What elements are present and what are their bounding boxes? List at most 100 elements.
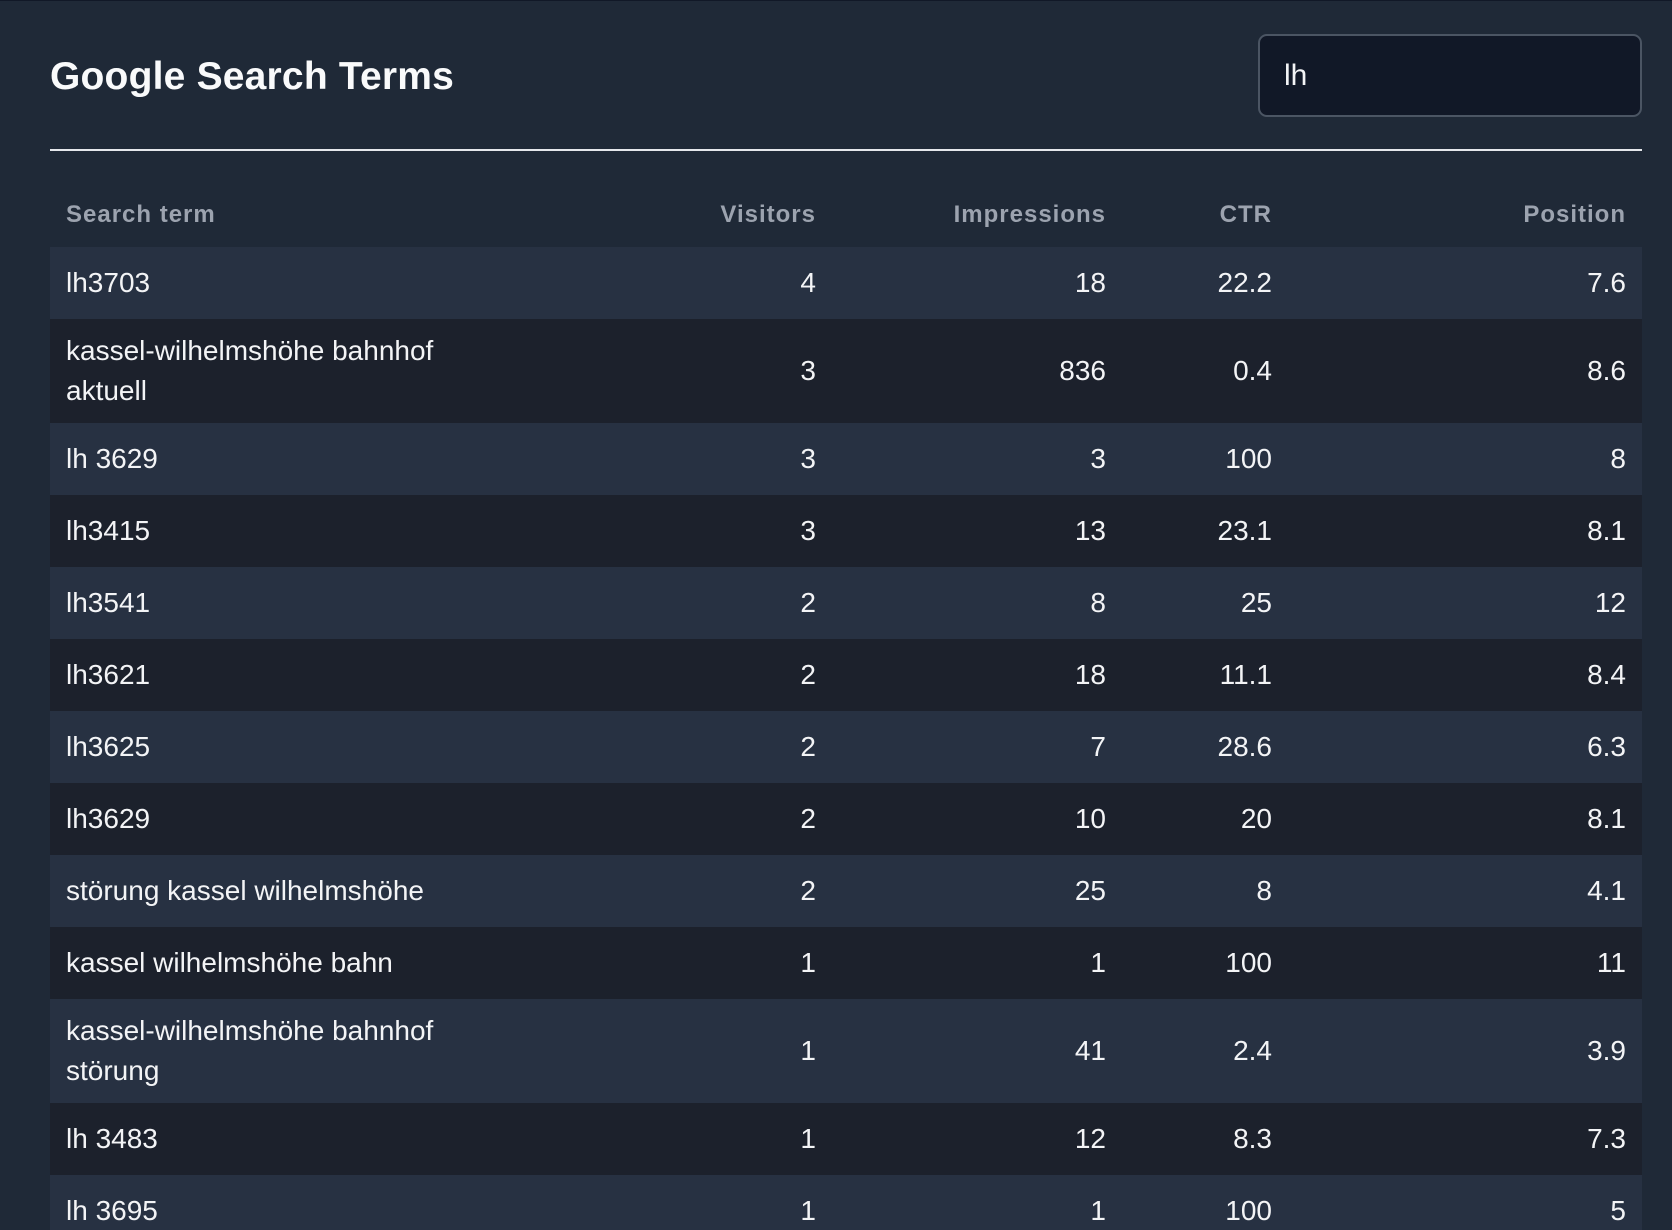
search-term-text: lh3625 xyxy=(66,731,151,762)
cell-position: 12 xyxy=(1594,587,1626,618)
cell-search-term: lh3629 xyxy=(50,783,570,855)
cell-ctr: 100 xyxy=(1225,1195,1272,1226)
search-input[interactable] xyxy=(1258,34,1642,117)
cell-visitors: 4 xyxy=(800,267,816,298)
cell-position: 11 xyxy=(1596,947,1626,978)
cell-impressions: 1 xyxy=(1090,947,1106,978)
cell-ctr: 100 xyxy=(1225,443,1272,474)
cell-ctr: 2.4 xyxy=(1233,1035,1272,1066)
cell-visitors: 2 xyxy=(800,587,816,618)
cell-position: 8.1 xyxy=(1587,515,1626,546)
table-row[interactable]: lh 3629 3 3 100 8 xyxy=(50,423,1642,495)
cell-impressions: 836 xyxy=(1059,355,1106,386)
cell-position: 7.3 xyxy=(1587,1123,1626,1154)
cell-visitors: 1 xyxy=(800,1123,816,1154)
search-term-text: lh3621 xyxy=(66,659,151,690)
cell-visitors: 3 xyxy=(800,355,816,386)
cell-ctr: 11.1 xyxy=(1219,659,1272,690)
table-row[interactable]: lh3629 2 10 20 8.1 xyxy=(50,783,1642,855)
cell-search-term: lh3621 xyxy=(50,639,570,711)
table-row[interactable]: lh3703 4 18 22.2 7.6 xyxy=(50,247,1642,319)
cell-impressions: 7 xyxy=(1090,731,1106,762)
cell-impressions: 18 xyxy=(1074,267,1106,298)
table-row[interactable]: lh3541 2 8 25 12 xyxy=(50,567,1642,639)
cell-position: 4.1 xyxy=(1587,875,1626,906)
cell-impressions: 12 xyxy=(1074,1123,1106,1154)
cell-position: 8.4 xyxy=(1587,659,1626,690)
search-terms-table: Search term Visitors Impressions CTR Pos… xyxy=(50,183,1642,1230)
column-header-impressions[interactable]: Impressions xyxy=(953,201,1106,228)
cell-position: 8 xyxy=(1610,443,1626,474)
table-row[interactable]: lh 3695 1 1 100 5 xyxy=(50,1175,1642,1230)
cell-search-term: lh 3695 xyxy=(50,1175,570,1230)
cell-position: 3.9 xyxy=(1587,1035,1626,1066)
table-row[interactable]: kassel wilhelmshöhe bahn 1 1 100 11 xyxy=(50,927,1642,999)
search-term-text: lh3629 xyxy=(66,803,151,834)
search-term-text: lh3541 xyxy=(66,587,151,618)
page-title: Google Search Terms xyxy=(50,55,455,98)
search-term-text: kassel-wilhelmshöhe bahnhof störung xyxy=(66,1015,434,1086)
cell-position: 8.6 xyxy=(1587,355,1626,386)
search-term-text: lh 3483 xyxy=(66,1123,158,1154)
cell-search-term: lh3541 xyxy=(50,567,570,639)
table-row[interactable]: lh3415 3 13 23.1 8.1 xyxy=(50,495,1642,567)
cell-ctr: 100 xyxy=(1225,947,1272,978)
cell-visitors: 2 xyxy=(800,875,816,906)
search-term-text: lh3703 xyxy=(66,267,151,298)
cell-visitors: 3 xyxy=(800,443,816,474)
cell-impressions: 13 xyxy=(1074,515,1106,546)
search-term-text: lh3415 xyxy=(66,515,151,546)
cell-visitors: 2 xyxy=(800,659,816,690)
cell-ctr: 20 xyxy=(1240,803,1272,834)
search-term-text: störung kassel wilhelmshöhe xyxy=(66,875,424,906)
cell-ctr: 25 xyxy=(1240,587,1272,618)
cell-visitors: 1 xyxy=(800,1195,816,1226)
cell-impressions: 41 xyxy=(1074,1035,1106,1066)
table-row[interactable]: lh3621 2 18 11.1 8.4 xyxy=(50,639,1642,711)
cell-ctr: 8.3 xyxy=(1233,1123,1272,1154)
cell-visitors: 2 xyxy=(800,731,816,762)
cell-visitors: 2 xyxy=(800,803,816,834)
cell-impressions: 8 xyxy=(1090,587,1106,618)
cell-search-term: kassel-wilhelmshöhe bahnhof störung xyxy=(50,999,570,1103)
cell-position: 8.1 xyxy=(1587,803,1626,834)
column-header-position[interactable]: Position xyxy=(1523,201,1626,228)
table-row[interactable]: störung kassel wilhelmshöhe 2 25 8 4.1 xyxy=(50,855,1642,927)
cell-ctr: 8 xyxy=(1256,875,1272,906)
cell-impressions: 18 xyxy=(1074,659,1106,690)
search-terms-table-container: Search term Visitors Impressions CTR Pos… xyxy=(50,183,1642,1230)
cell-search-term: lh3703 xyxy=(50,247,570,319)
cell-visitors: 1 xyxy=(800,947,816,978)
cell-visitors: 1 xyxy=(800,1035,816,1066)
column-header-ctr[interactable]: CTR xyxy=(1219,201,1272,228)
panel-header: Google Search Terms xyxy=(50,1,1642,151)
column-header-search-term[interactable]: Search term xyxy=(66,201,216,228)
cell-impressions: 3 xyxy=(1090,443,1106,474)
table-body: lh3703 4 18 22.2 7.6 kassel-wilhelmshöhe bahn… xyxy=(50,247,1642,1230)
cell-position: 5 xyxy=(1610,1195,1626,1226)
cell-position: 6.3 xyxy=(1587,731,1626,762)
table-row[interactable]: kassel-wilhelmshöhe bahnhof störung 1 41 2.… xyxy=(50,999,1642,1103)
column-header-visitors[interactable]: Visitors xyxy=(720,201,816,228)
table-row[interactable]: kassel-wilhelmshöhe bahnhof aktuell 3 836 0… xyxy=(50,319,1642,423)
search-term-text: kassel-wilhelmshöhe bahnhof aktuell xyxy=(66,335,434,406)
search-term-text: kassel wilhelmshöhe bahn xyxy=(66,947,393,978)
cell-search-term: lh3625 xyxy=(50,711,570,783)
cell-impressions: 1 xyxy=(1090,1195,1106,1226)
search-term-text: lh 3629 xyxy=(66,443,158,474)
cell-impressions: 25 xyxy=(1074,875,1106,906)
cell-search-term: lh3415 xyxy=(50,495,570,567)
table-row[interactable]: lh3625 2 7 28.6 6.3 xyxy=(50,711,1642,783)
cell-ctr: 22.2 xyxy=(1217,267,1273,298)
cell-search-term: kassel-wilhelmshöhe bahnhof aktuell xyxy=(50,319,570,423)
cell-search-term: lh 3483 xyxy=(50,1103,570,1175)
cell-position: 7.6 xyxy=(1587,267,1626,298)
cell-ctr: 23.1 xyxy=(1217,515,1273,546)
cell-visitors: 3 xyxy=(800,515,816,546)
cell-impressions: 10 xyxy=(1074,803,1106,834)
cell-search-term: kassel wilhelmshöhe bahn xyxy=(50,927,570,999)
table-header: Search term Visitors Impressions CTR Pos… xyxy=(50,183,1642,247)
table-row[interactable]: lh 3483 1 12 8.3 7.3 xyxy=(50,1103,1642,1175)
cell-search-term: störung kassel wilhelmshöhe xyxy=(50,855,570,927)
